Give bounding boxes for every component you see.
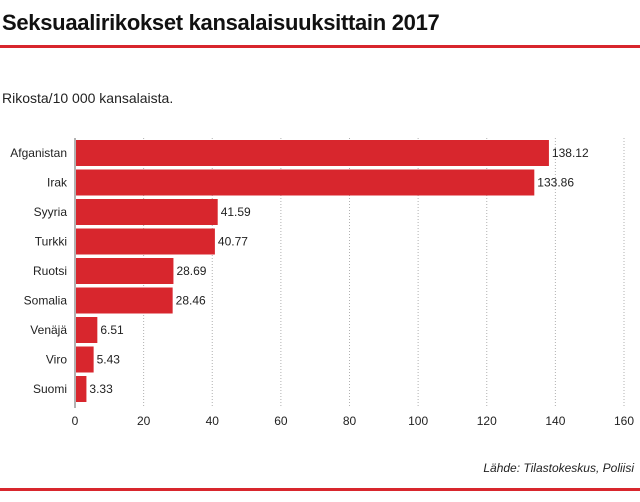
data-label: 40.77: [218, 235, 248, 249]
category-label: Afganistan: [10, 146, 67, 160]
x-tick-label: 160: [614, 414, 634, 428]
x-axis-ticks: 0 20 40 60 80 100 120 140 160: [72, 414, 635, 428]
x-tick-label: 0: [72, 414, 79, 428]
category-label: Ruotsi: [33, 264, 67, 278]
x-tick-label: 80: [343, 414, 357, 428]
x-tick-label: 20: [137, 414, 151, 428]
bar: [76, 199, 218, 225]
data-label: 28.69: [176, 264, 206, 278]
source-note: Lähde: Tilastokeskus, Poliisi: [483, 461, 634, 475]
bar: [76, 140, 549, 166]
category-label: Syyria: [34, 205, 68, 219]
value-labels: 138.12 133.86 41.59 40.77 28.69 28.46 6.51 5.43…: [89, 146, 589, 396]
bar: [76, 228, 215, 255]
x-tick-label: 100: [408, 414, 428, 428]
bar: [76, 376, 87, 402]
bar: [76, 287, 173, 314]
x-tick-label: 60: [274, 414, 288, 428]
bars: [76, 140, 549, 402]
chart-subtitle: Rikosta/10 000 kansalaista.: [2, 90, 174, 106]
data-label: 28.46: [176, 294, 206, 308]
top-accent-rule: [0, 45, 640, 48]
data-label: 5.43: [97, 353, 121, 367]
category-label: Irak: [47, 176, 68, 190]
category-label: Venäjä: [30, 323, 67, 337]
category-label: Turkki: [35, 235, 67, 249]
x-tick-label: 140: [545, 414, 565, 428]
bar: [76, 346, 94, 373]
x-tick-label: 40: [206, 414, 220, 428]
bottom-accent-rule: [0, 488, 640, 491]
bar: [76, 258, 174, 284]
category-labels: Afganistan Irak Syyria Turkki Ruotsi Somalia V…: [10, 146, 68, 396]
data-label: 3.33: [89, 382, 113, 396]
data-label: 133.86: [537, 176, 574, 190]
bar: [76, 169, 535, 196]
data-label: 138.12: [552, 146, 589, 160]
data-label: 6.51: [100, 323, 124, 337]
chart-title: Seksuaalirikokset kansalaisuuksittain 20…: [2, 10, 440, 35]
category-label: Suomi: [33, 382, 67, 396]
category-label: Viro: [46, 353, 67, 367]
category-label: Somalia: [24, 294, 68, 308]
bar: [76, 317, 98, 343]
x-tick-label: 120: [477, 414, 497, 428]
data-label: 41.59: [221, 205, 251, 219]
